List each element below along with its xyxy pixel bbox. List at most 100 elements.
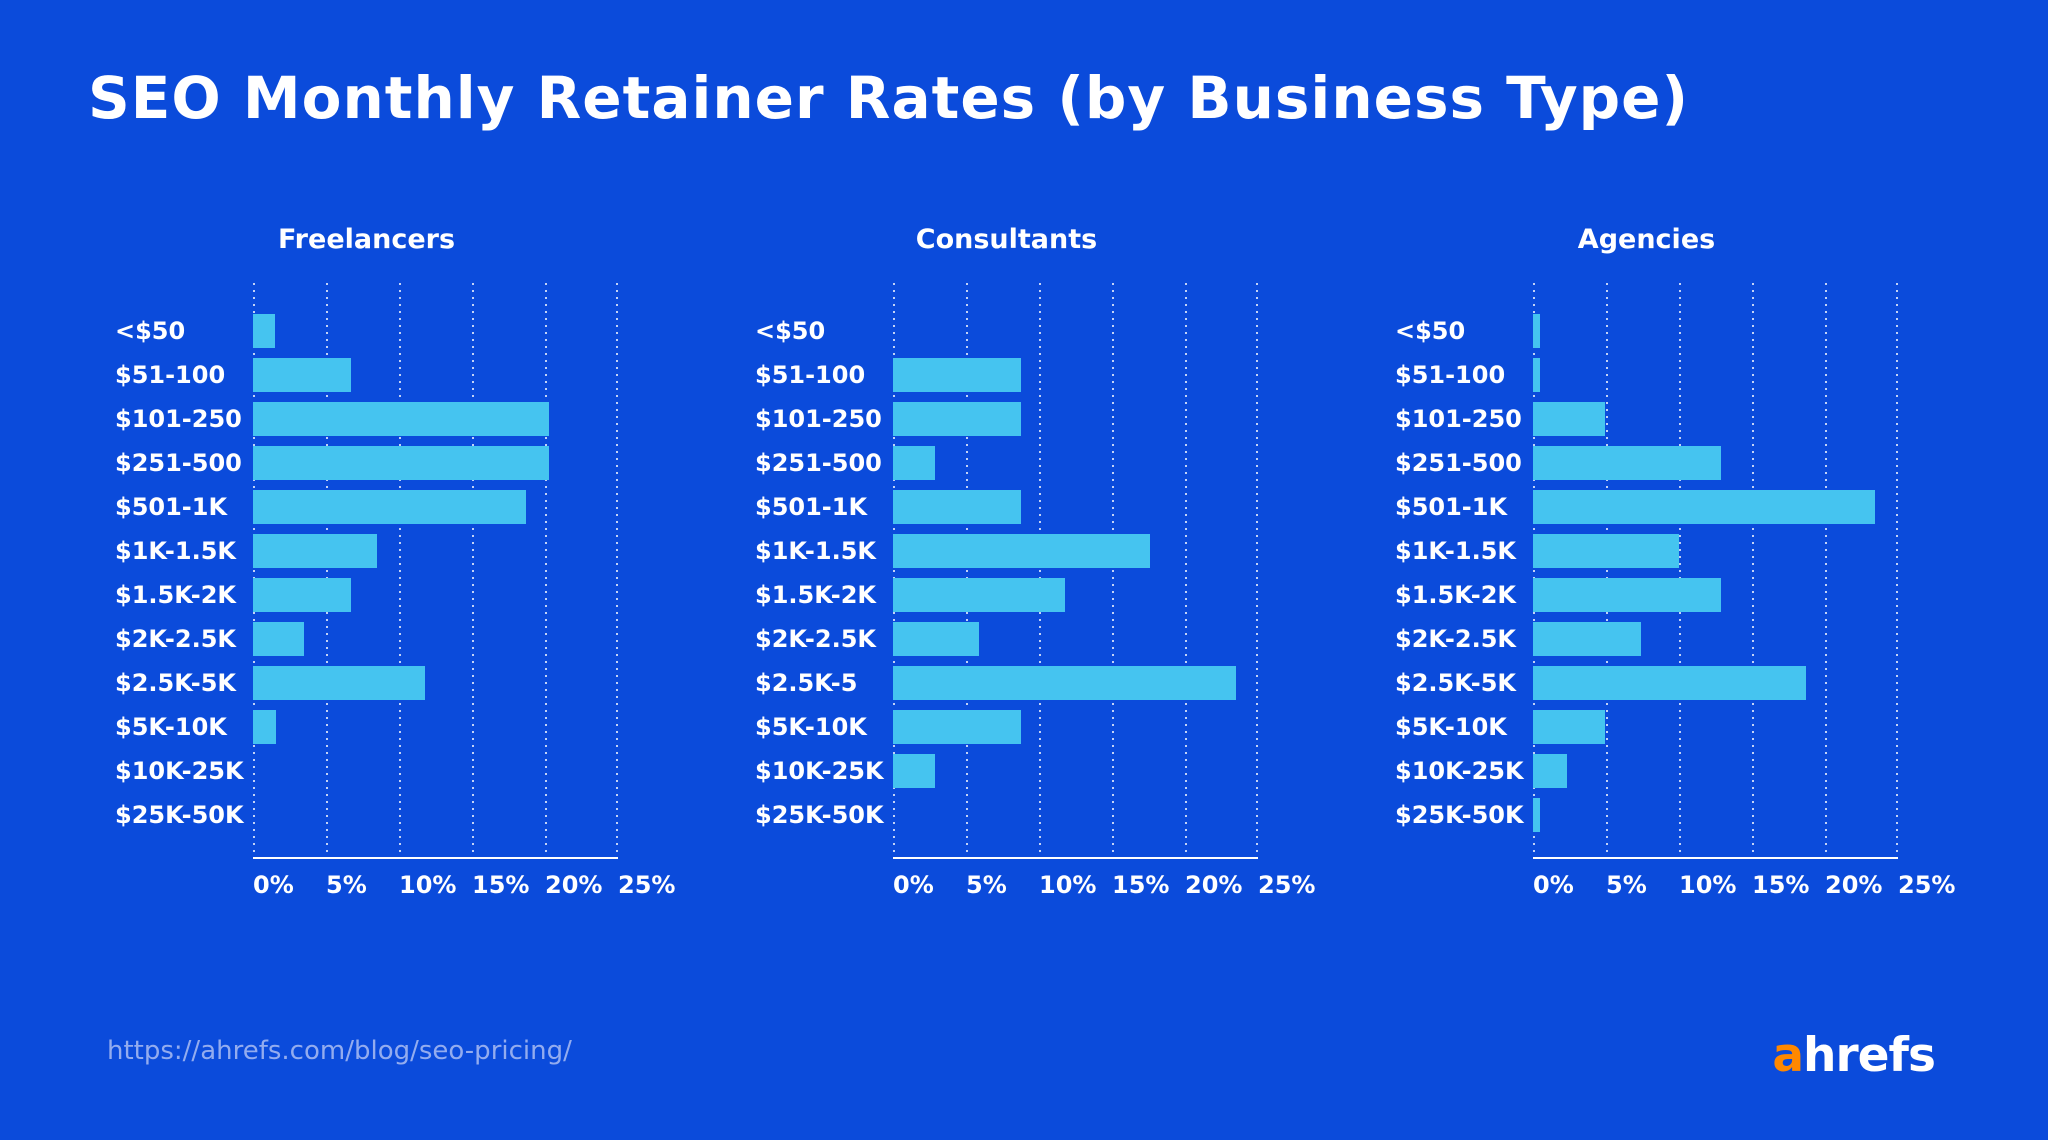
bar [253,490,527,524]
gridline-25% [1256,283,1258,857]
axis-ticks: 0% 5% 10% 15% 20% 25% [893,871,1315,901]
axis-tick: 0% [1533,871,1574,899]
row: $51-100 [115,353,618,397]
axis-tick: 10% [399,871,457,899]
row-label: <$50 [115,317,186,345]
bar [1533,798,1541,832]
row: <$50 [115,309,618,353]
bar [253,578,351,612]
rows: <$50 $51-100 $101-250 $251-500 $501-1K $1K-1.… [755,283,1258,859]
bar-track [1533,578,1898,612]
axis-ticks: 0% 5% 10% 15% 20% 25% [253,871,675,901]
row: $2.5K-5K [1395,661,1898,705]
bar-track [893,798,1258,832]
gridline-25% [616,283,618,857]
row-label: $1K-1.5K [755,537,876,565]
bar [893,666,1237,700]
bar [253,710,277,744]
bar-track [893,490,1258,524]
bar [893,446,936,480]
bar-track [1533,754,1898,788]
rows: <$50 $51-100 $101-250 $251-500 $501-1K $1K-1.… [1395,283,1898,859]
chart-freelancers: Freelancers <$50 $51-100 $101-250 $251-500 $5… [85,222,725,899]
axis-tick: 0% [253,871,294,899]
row: $1K-1.5K [115,529,618,573]
ahrefs-logo-rest: hrefs [1803,1028,1936,1083]
bar [1533,446,1722,480]
row: $1.5K-2K [115,573,618,617]
row: $2.5K-5K [115,661,618,705]
row-label: $51-100 [115,361,226,389]
row: $10K-25K [115,749,618,793]
row: $5K-10K [115,705,618,749]
gridline-20% [545,283,547,857]
row-label: $2K-2.5K [115,625,236,653]
row: $501-1K [115,485,618,529]
axis-tick: 15% [472,871,530,899]
row-label: $25K-50K [1395,801,1524,829]
row-label: $2K-2.5K [755,625,876,653]
bar-track [893,534,1258,568]
bar [1533,622,1642,656]
chart-title: Freelancers [277,224,456,255]
bar-track [253,314,618,348]
plot-area [1533,283,1898,859]
gridline-0% [893,283,895,857]
axis-ticks: 0% 5% 10% 15% 20% 25% [1533,871,1955,901]
bar [253,622,305,656]
gridline-0% [253,283,255,857]
gridline-20% [1825,283,1827,857]
bar-track [893,710,1258,744]
bar-track [893,358,1258,392]
bar-track [1533,622,1898,656]
row-label: $251-500 [755,449,882,477]
row: $1K-1.5K [755,529,1258,573]
row: $51-100 [755,353,1258,397]
axis-tick: 15% [1112,871,1170,899]
row-label: $1K-1.5K [1395,537,1516,565]
bar [253,402,550,436]
row: $1.5K-2K [1395,573,1898,617]
row: $101-250 [115,397,618,441]
bar [893,710,1022,744]
gridline-10% [1039,283,1041,857]
gridline-15% [1752,283,1754,857]
gridline-25% [1896,283,1898,857]
row: $2K-2.5K [115,617,618,661]
row-label: $10K-25K [1395,757,1524,785]
row-label: $2.5K-5K [1395,669,1516,697]
axis-tick: 25% [1258,871,1316,899]
row: $5K-10K [1395,705,1898,749]
bar-track [253,490,618,524]
chart-body: <$50 $51-100 $101-250 $251-500 $501-1K $1K-1.… [755,283,1315,899]
bar [1533,490,1875,524]
chart-title: Agencies [1577,224,1716,255]
chart-body: <$50 $51-100 $101-250 $251-500 $501-1K $1K-1.… [1395,283,1955,899]
bar [1533,666,1807,700]
row: $2K-2.5K [1395,617,1898,661]
row-label: <$50 [1395,317,1466,345]
row: $25K-50K [755,793,1258,837]
bar [1533,534,1679,568]
axis-tick: 20% [1825,871,1883,899]
row-label: $1.5K-2K [115,581,236,609]
bar [893,402,1022,436]
bar [253,446,550,480]
bar-track [1533,358,1898,392]
bar-track [893,622,1258,656]
ahrefs-logo-accent-letter: a [1772,1028,1804,1083]
source-url: https://ahrefs.com/blog/seo-pricing/ [107,1036,572,1066]
row: $1.5K-2K [755,573,1258,617]
row-label: $2K-2.5K [1395,625,1516,653]
row: $101-250 [755,397,1258,441]
row-label: $501-1K [115,493,228,521]
gridline-10% [1679,283,1681,857]
row-label: $10K-25K [755,757,884,785]
bar [1533,402,1605,436]
row: $251-500 [1395,441,1898,485]
row-label: $25K-50K [115,801,244,829]
row: $251-500 [755,441,1258,485]
bar-track [253,358,618,392]
bar-track [1533,534,1898,568]
